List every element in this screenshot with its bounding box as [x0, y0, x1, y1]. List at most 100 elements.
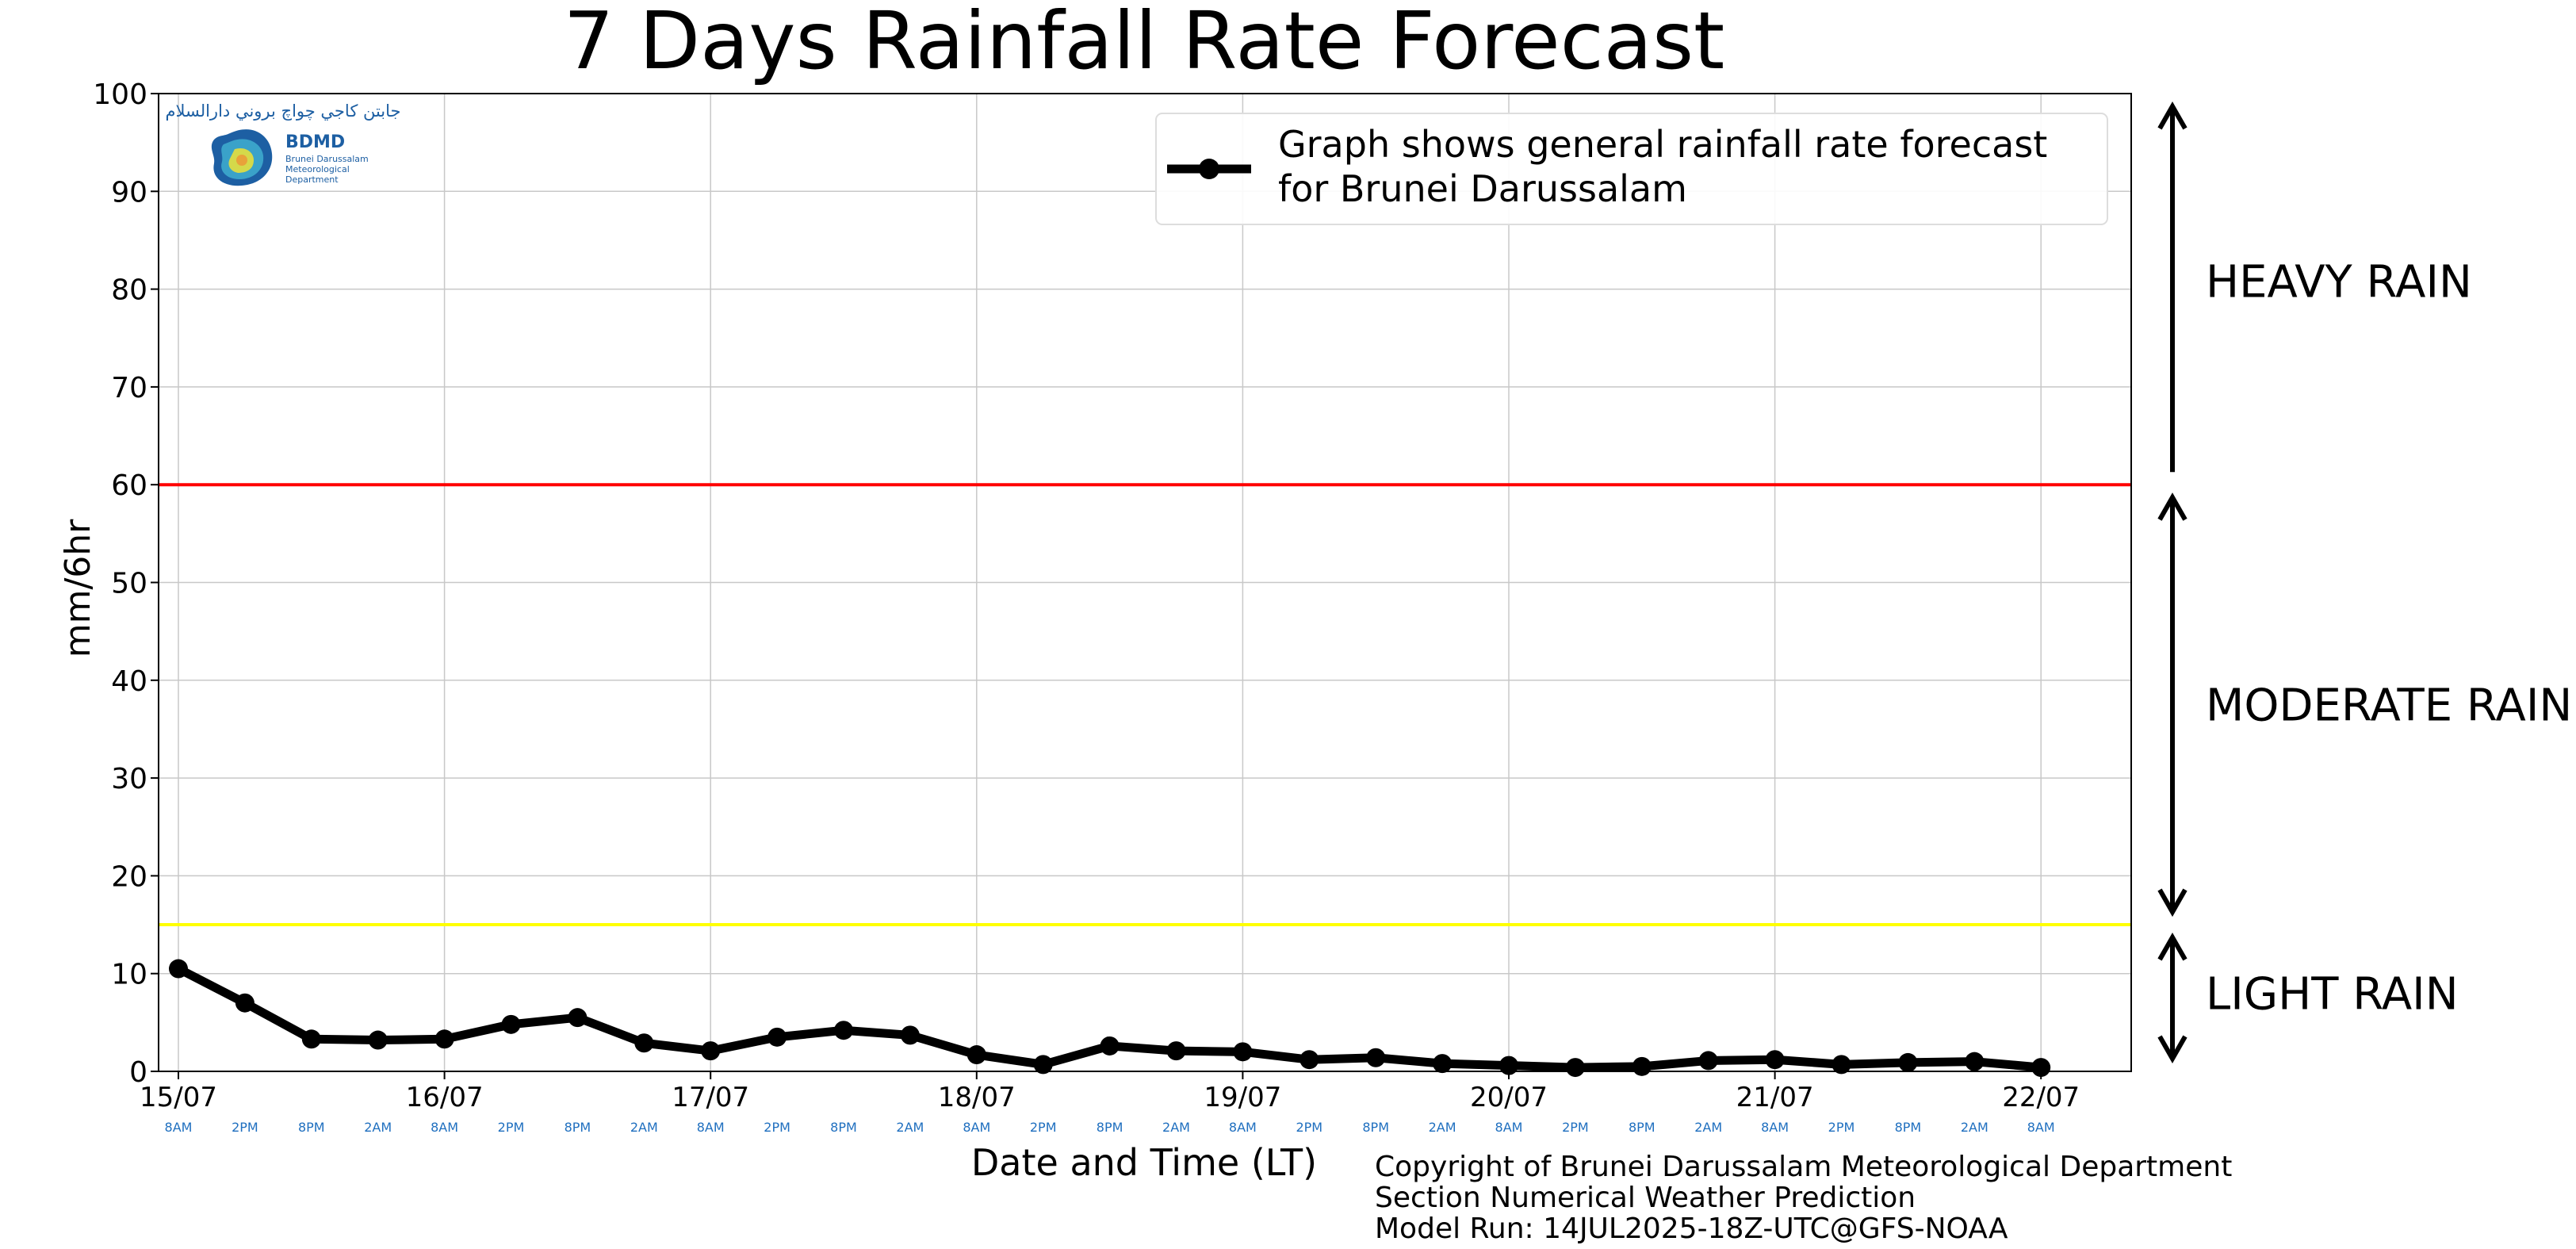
data-point — [1033, 1055, 1053, 1075]
band-arrow-head-down — [2157, 888, 2187, 918]
data-point — [634, 1033, 654, 1053]
legend-label-line-2: for Brunei Darussalam — [1278, 167, 1687, 210]
time-label: 8PM — [1629, 1120, 1655, 1135]
logo-emblem-icon — [211, 129, 273, 186]
time-label: 2AM — [1162, 1120, 1190, 1135]
time-label: 8AM — [963, 1120, 990, 1135]
data-point — [1233, 1042, 1253, 1062]
time-label: 2AM — [896, 1120, 924, 1135]
rain-category-arrows: HEAVY RAIN MODERATE RAIN LIGHT RAIN — [2157, 101, 2572, 1064]
y-tick-label: 10 — [111, 959, 147, 991]
time-label: 2AM — [1694, 1120, 1722, 1135]
x-tick-label: 17/07 — [672, 1082, 749, 1113]
y-tick-label: 100 — [93, 79, 147, 111]
time-label: 8AM — [1761, 1120, 1789, 1135]
band-arrow-head-down — [2157, 1035, 2187, 1064]
legend: Graph shows general rainfall rate foreca… — [1155, 113, 2108, 225]
data-point — [767, 1027, 787, 1047]
data-point — [1965, 1052, 1985, 1071]
x-axis-label: Date and Time (LT) — [971, 1141, 1317, 1184]
time-label: 2PM — [1828, 1120, 1855, 1135]
time-label: 8PM — [565, 1120, 591, 1135]
time-label: 2AM — [630, 1120, 658, 1135]
data-point — [568, 1008, 588, 1028]
footer-line-3: Model Run: 14JUL2025-18Z-UTC@GFS-NOAA — [1375, 1213, 2008, 1245]
logo-line-1: Brunei Darussalam — [285, 154, 369, 164]
logo-abbr: BDMD — [285, 132, 345, 152]
legend-marker-swatch — [1199, 159, 1219, 179]
data-point — [235, 993, 255, 1013]
data-point — [1166, 1041, 1186, 1061]
time-label: 2PM — [232, 1120, 258, 1135]
bdmd-logo: جابتن کاجي چواچ بروني دارالسلام BDMD Bru… — [165, 102, 401, 186]
legend-label-line-1: Graph shows general rainfall rate foreca… — [1278, 123, 2047, 166]
time-label: 2AM — [1429, 1120, 1456, 1135]
data-point — [1698, 1051, 1718, 1071]
y-tick-label: 70 — [111, 372, 147, 404]
band-arrow-head-up — [2157, 101, 2187, 130]
time-label: 8PM — [1097, 1120, 1123, 1135]
footer-line-1: Copyright of Brunei Darussalam Meteorolo… — [1375, 1151, 2232, 1183]
time-label: 8PM — [1362, 1120, 1389, 1135]
y-tick-label: 80 — [111, 274, 147, 307]
data-point — [1832, 1055, 1851, 1075]
y-tick-label: 0 — [129, 1056, 147, 1089]
y-tick-label: 30 — [111, 763, 147, 795]
data-point — [1366, 1048, 1386, 1067]
data-point — [434, 1029, 454, 1049]
time-label: 2AM — [1961, 1120, 1988, 1135]
footer: Copyright of Brunei Darussalam Meteorolo… — [1375, 1151, 2232, 1245]
data-point — [1100, 1036, 1120, 1056]
time-label: 8PM — [830, 1120, 857, 1135]
time-label: 2PM — [1296, 1120, 1322, 1135]
data-point — [966, 1045, 986, 1065]
time-label: 2AM — [364, 1120, 392, 1135]
x-tick-label: 18/07 — [938, 1082, 1016, 1113]
chart-title: 7 Days Rainfall Rate Forecast — [564, 0, 1725, 87]
time-label: 2PM — [1030, 1120, 1057, 1135]
data-point — [1433, 1054, 1453, 1074]
time-label: 8AM — [2027, 1120, 2055, 1135]
footer-line-2: Section Numerical Weather Prediction — [1375, 1182, 1916, 1214]
y-axis-label: mm/6hr — [58, 519, 98, 657]
threshold-lines — [159, 483, 2131, 927]
logo-line-2: Meteorological — [285, 164, 350, 174]
data-point — [1765, 1050, 1785, 1070]
band-label: MODERATE RAIN — [2206, 680, 2572, 732]
time-label: 8AM — [697, 1120, 725, 1135]
data-point — [169, 959, 188, 979]
series — [169, 959, 2051, 1078]
time-label: 8AM — [1229, 1120, 1257, 1135]
data-point — [501, 1014, 521, 1034]
time-label: 2PM — [764, 1120, 790, 1135]
y-tick-label: 20 — [111, 860, 147, 893]
time-label: 8PM — [298, 1120, 325, 1135]
logo-arabic-text: جابتن کاجي چواچ بروني دارالسلام — [165, 102, 400, 121]
time-label: 8AM — [1495, 1120, 1523, 1135]
band-arrow-head-up — [2157, 492, 2187, 521]
x-tick-label: 20/07 — [1470, 1082, 1548, 1113]
data-point — [1565, 1058, 1585, 1078]
data-point — [834, 1021, 853, 1040]
y-tick-label: 40 — [111, 665, 147, 698]
logo-line-3: Department — [285, 174, 339, 185]
data-point — [1299, 1050, 1319, 1070]
data-point — [1632, 1056, 1652, 1076]
data-point — [1898, 1052, 1918, 1072]
band-label: HEAVY RAIN — [2206, 257, 2472, 308]
data-point — [301, 1029, 321, 1049]
time-label: 8AM — [431, 1120, 458, 1135]
time-label: 2PM — [1562, 1120, 1589, 1135]
x-tick-label: 15/07 — [140, 1082, 217, 1113]
y-tick-label: 90 — [111, 176, 147, 209]
x-tick-label: 16/07 — [406, 1082, 484, 1113]
data-point — [900, 1025, 920, 1045]
y-tick-label: 50 — [111, 568, 147, 600]
legend-box — [1155, 113, 2108, 225]
x-tick-label: 21/07 — [1736, 1082, 1814, 1113]
y-tick-label: 60 — [111, 469, 147, 502]
data-point — [368, 1030, 388, 1050]
data-point — [701, 1041, 721, 1061]
time-label: 2PM — [498, 1120, 525, 1135]
